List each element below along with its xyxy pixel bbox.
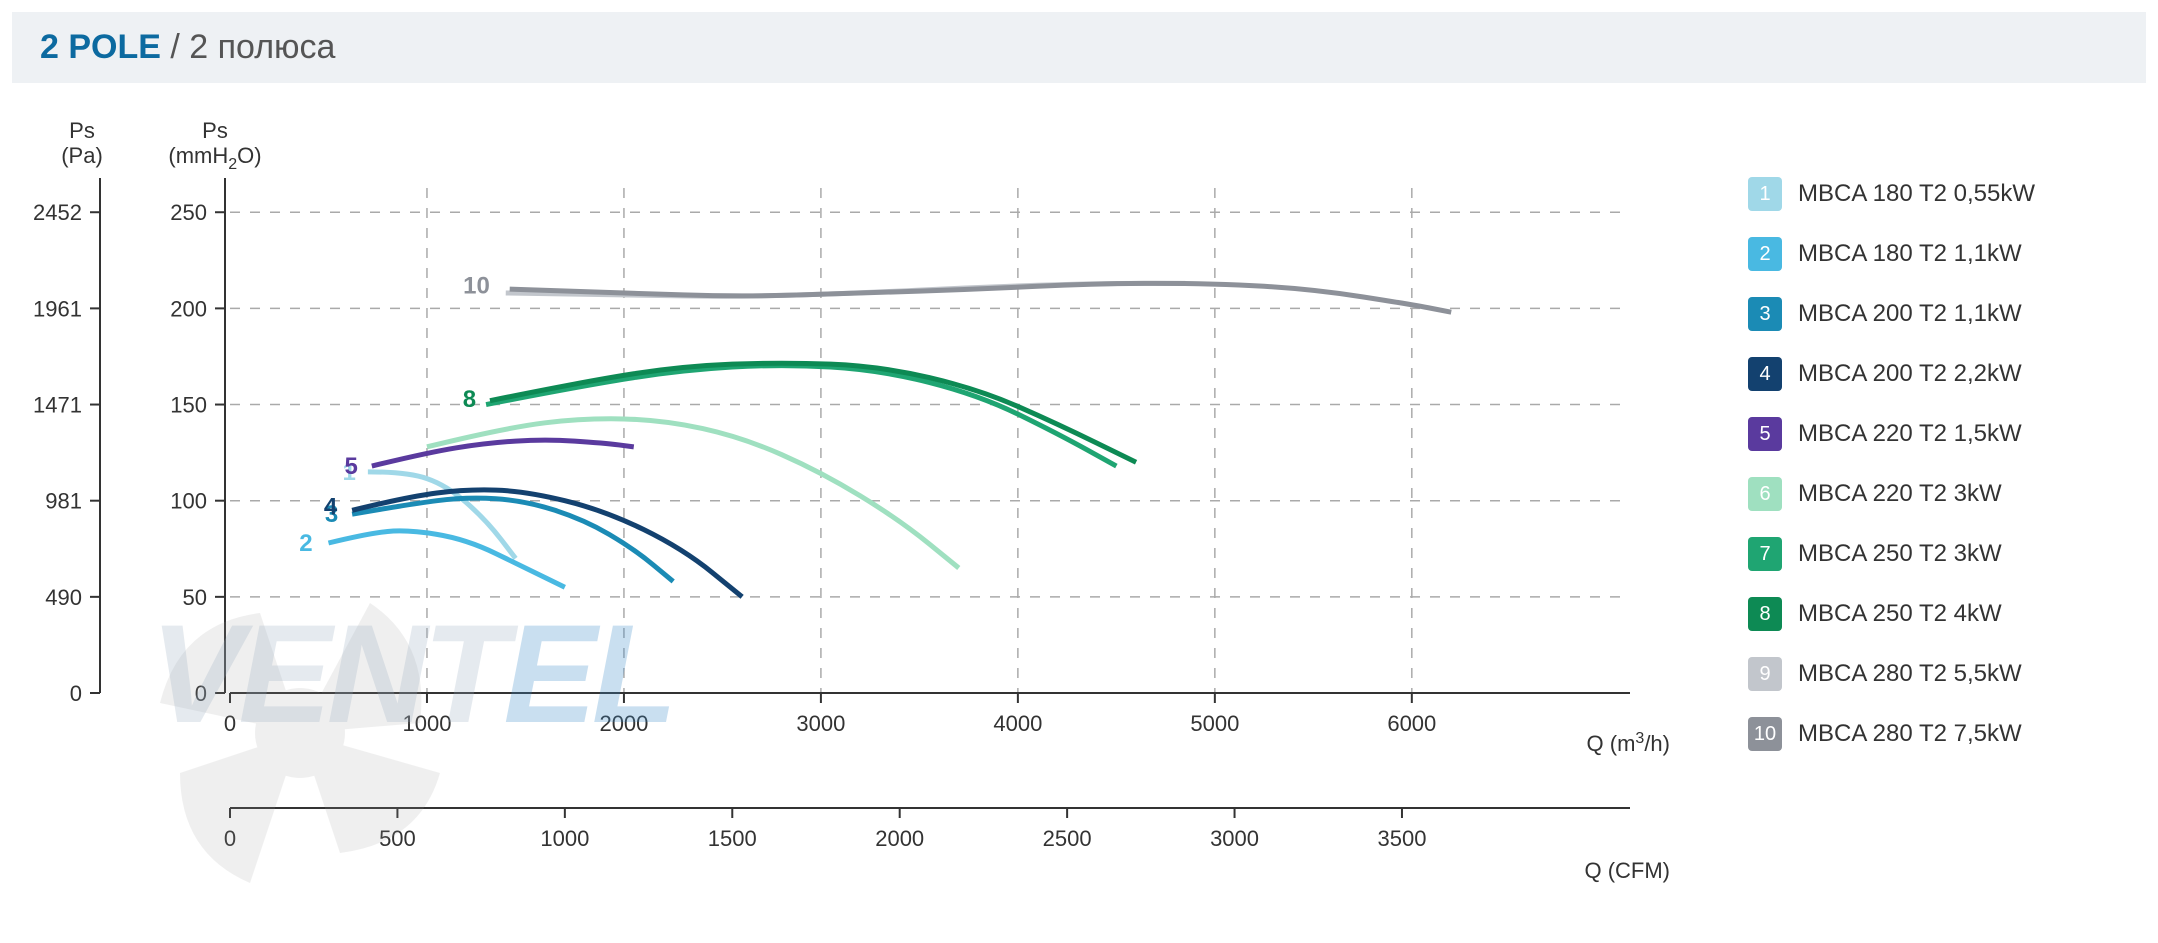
legend-swatch: 5 <box>1748 417 1782 451</box>
svg-text:1500: 1500 <box>708 826 757 851</box>
legend-item: 7 MBCA 250 T2 3kW <box>1748 537 2128 571</box>
legend-swatch: 9 <box>1748 657 1782 691</box>
legend-item: 1 MBCA 180 T2 0,55kW <box>1748 177 2128 211</box>
legend-label: MBCA 180 T2 0,55kW <box>1798 180 2035 208</box>
svg-text:2452: 2452 <box>33 200 82 225</box>
svg-text:50: 50 <box>183 585 207 610</box>
svg-text:0: 0 <box>195 681 207 706</box>
svg-text:2500: 2500 <box>1043 826 1092 851</box>
svg-text:Ps: Ps <box>69 118 95 143</box>
svg-text:981: 981 <box>45 489 82 514</box>
svg-text:5: 5 <box>345 453 358 480</box>
svg-text:2000: 2000 <box>599 711 648 736</box>
legend-item: 4 MBCA 200 T2 2,2kW <box>1748 357 2128 391</box>
svg-text:490: 490 <box>45 585 82 610</box>
legend-label: MBCA 250 T2 3kW <box>1798 540 2002 568</box>
svg-text:Q (CFM): Q (CFM) <box>1584 858 1670 883</box>
legend-swatch: 4 <box>1748 357 1782 391</box>
legend-item: 10 MBCA 280 T2 7,5kW <box>1748 717 2128 751</box>
legend-item: 5 MBCA 220 T2 1,5kW <box>1748 417 2128 451</box>
chart-title-bar: 2 POLE / 2 полюса <box>12 12 2146 83</box>
svg-text:8: 8 <box>463 386 476 413</box>
title-separator: / <box>161 28 189 66</box>
svg-text:250: 250 <box>170 200 207 225</box>
legend-swatch: 10 <box>1748 717 1782 751</box>
legend: 1 MBCA 180 T2 0,55kW 2 MBCA 180 T2 1,1kW 3 MB… <box>1748 177 2128 777</box>
svg-text:(mmH2O): (mmH2O) <box>168 143 261 173</box>
svg-text:5000: 5000 <box>1190 711 1239 736</box>
legend-item: 2 MBCA 180 T2 1,1kW <box>1748 237 2128 271</box>
legend-label: MBCA 280 T2 7,5kW <box>1798 720 2022 748</box>
performance-chart: 0490981147119612452Ps(Pa)050100150200250… <box>0 103 1740 923</box>
legend-swatch: 8 <box>1748 597 1782 631</box>
svg-text:1000: 1000 <box>402 711 451 736</box>
legend-item: 6 MBCA 220 T2 3kW <box>1748 477 2128 511</box>
svg-text:0: 0 <box>224 826 236 851</box>
svg-text:100: 100 <box>170 489 207 514</box>
legend-label: MBCA 200 T2 2,2kW <box>1798 360 2022 388</box>
svg-text:500: 500 <box>379 826 416 851</box>
svg-text:2000: 2000 <box>875 826 924 851</box>
svg-text:1000: 1000 <box>540 826 589 851</box>
svg-text:0: 0 <box>224 711 236 736</box>
svg-text:2: 2 <box>299 530 312 557</box>
legend-label: MBCA 220 T2 3kW <box>1798 480 2002 508</box>
svg-text:150: 150 <box>170 393 207 418</box>
title-sub: 2 полюса <box>189 28 335 66</box>
legend-item: 9 MBCA 280 T2 5,5kW <box>1748 657 2128 691</box>
svg-text:3000: 3000 <box>1210 826 1259 851</box>
legend-swatch: 3 <box>1748 297 1782 331</box>
legend-swatch: 6 <box>1748 477 1782 511</box>
legend-swatch: 1 <box>1748 177 1782 211</box>
svg-text:3500: 3500 <box>1377 826 1426 851</box>
svg-text:3000: 3000 <box>796 711 845 736</box>
svg-text:Ps: Ps <box>202 118 228 143</box>
legend-swatch: 7 <box>1748 537 1782 571</box>
legend-swatch: 2 <box>1748 237 1782 271</box>
svg-text:1961: 1961 <box>33 296 82 321</box>
svg-text:0: 0 <box>70 681 82 706</box>
svg-text:4000: 4000 <box>993 711 1042 736</box>
svg-text:Q (m3/h): Q (m3/h) <box>1587 730 1670 756</box>
svg-text:200: 200 <box>170 296 207 321</box>
legend-item: 3 MBCA 200 T2 1,1kW <box>1748 297 2128 331</box>
title-main: 2 POLE <box>40 28 161 66</box>
legend-label: MBCA 280 T2 5,5kW <box>1798 660 2022 688</box>
svg-text:10: 10 <box>463 272 490 299</box>
svg-text:6000: 6000 <box>1387 711 1436 736</box>
legend-label: MBCA 250 T2 4kW <box>1798 600 2002 628</box>
svg-text:1471: 1471 <box>33 393 82 418</box>
svg-text:4: 4 <box>324 493 338 520</box>
legend-label: MBCA 200 T2 1,1kW <box>1798 300 2022 328</box>
legend-label: MBCA 220 T2 1,5kW <box>1798 420 2022 448</box>
legend-label: MBCA 180 T2 1,1kW <box>1798 240 2022 268</box>
legend-item: 8 MBCA 250 T2 4kW <box>1748 597 2128 631</box>
svg-text:(Pa): (Pa) <box>61 143 103 168</box>
